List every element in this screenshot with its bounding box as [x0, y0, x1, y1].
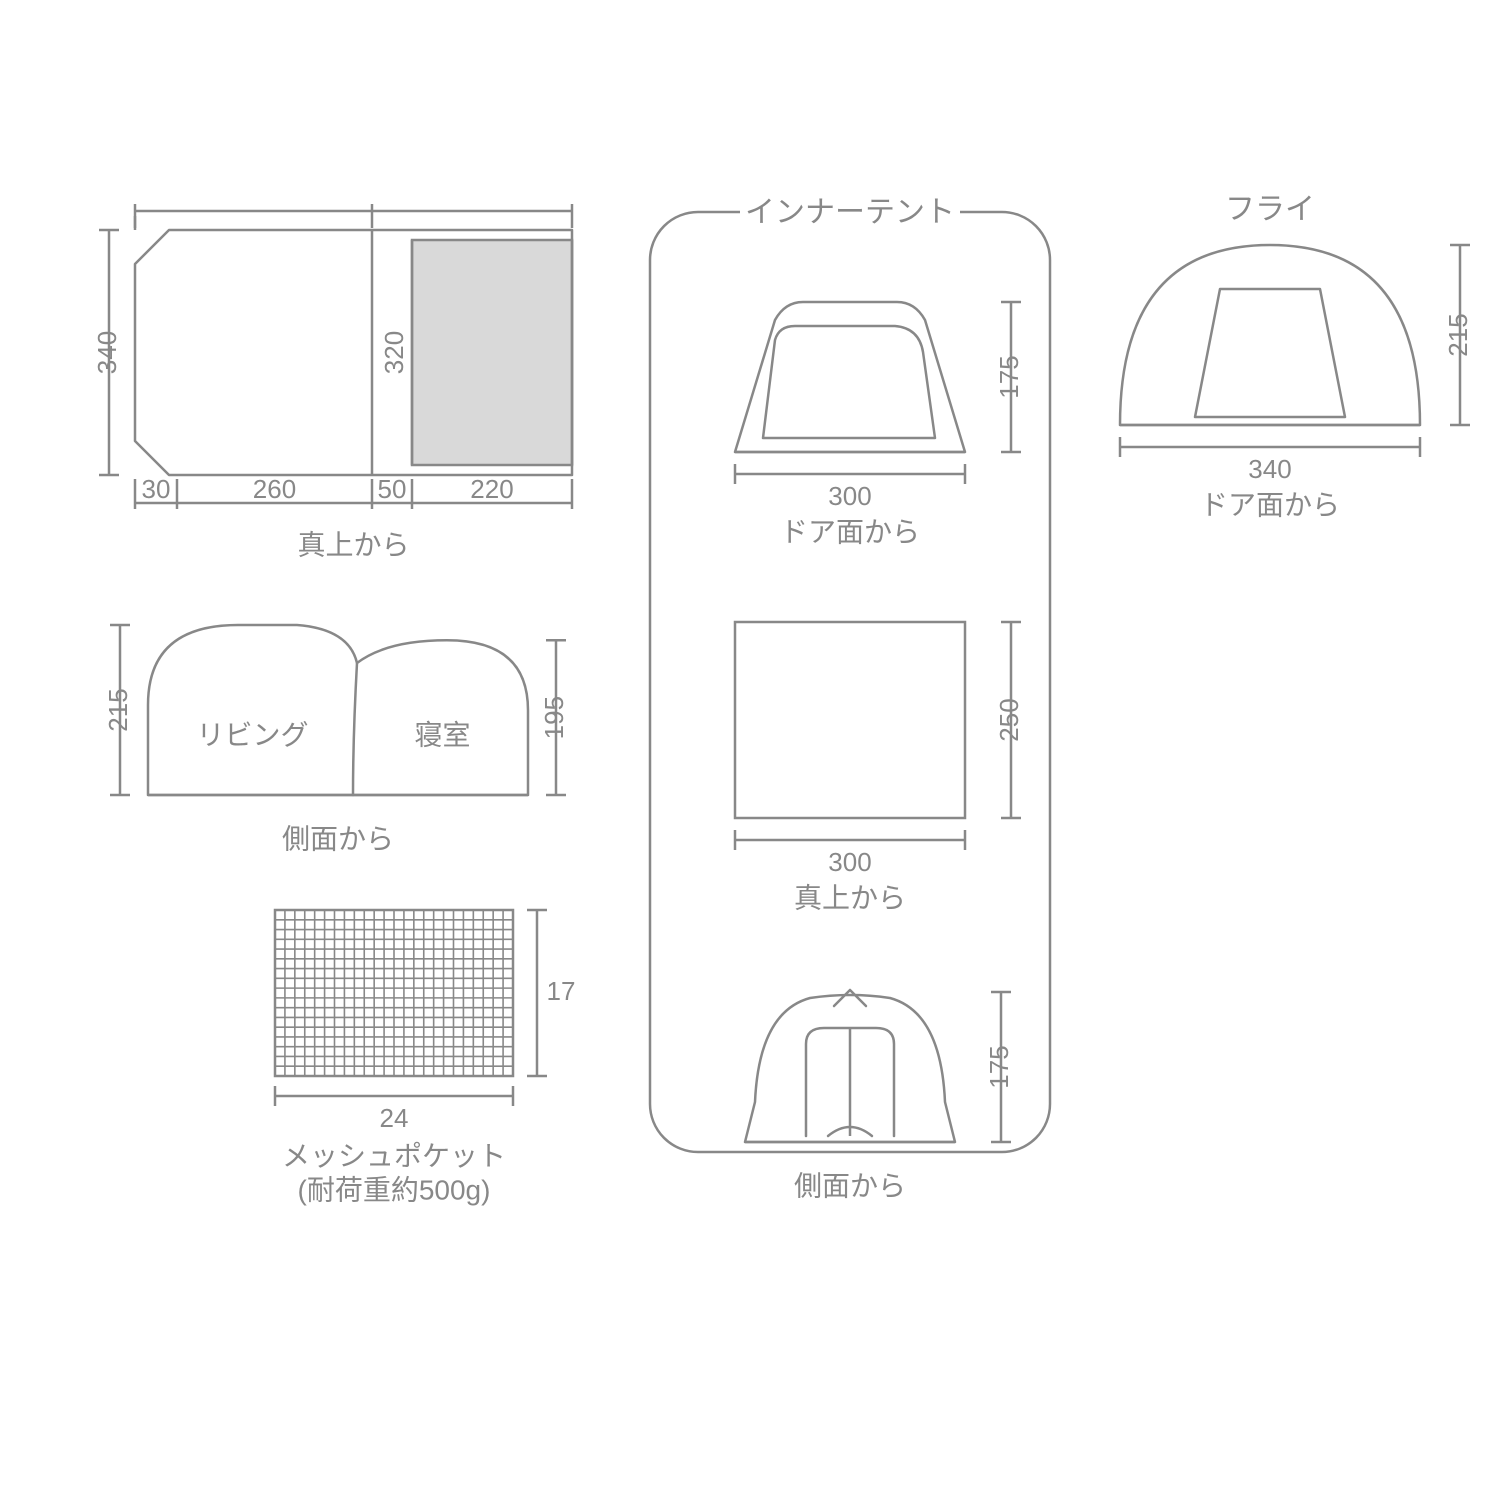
svg-text:260: 260 [253, 474, 296, 504]
svg-text:24: 24 [380, 1103, 409, 1133]
fly-title: フライ [1225, 193, 1315, 226]
svg-text:175: 175 [994, 355, 1024, 398]
svg-text:17: 17 [547, 976, 576, 1006]
inner-title: インナーテント [745, 196, 955, 229]
svg-text:320: 320 [379, 331, 409, 374]
svg-text:175: 175 [984, 1045, 1014, 1088]
inner-top-label: 真上から [794, 882, 906, 913]
inner-door-label: ドア面から [780, 516, 920, 547]
topview-label: 真上から [297, 529, 409, 560]
fly-label: ドア面から [1200, 489, 1340, 520]
svg-text:215: 215 [103, 688, 133, 731]
room-bedroom: 寝室 [414, 719, 470, 750]
mesh-sublabel: (耐荷重約500g) [298, 1174, 491, 1205]
svg-text:220: 220 [470, 474, 513, 504]
room-living: リビング [196, 719, 308, 750]
svg-text:30: 30 [142, 474, 171, 504]
diagram-canvas: 3403203026050220真上からリビング寝室215195側面から1724… [0, 0, 1500, 1500]
svg-text:50: 50 [378, 474, 407, 504]
sideview-label: 側面から [282, 823, 394, 854]
svg-text:340: 340 [1248, 454, 1291, 484]
svg-text:215: 215 [1443, 313, 1473, 356]
mesh-label: メッシュポケット [282, 1140, 506, 1171]
svg-text:250: 250 [994, 698, 1024, 741]
svg-text:340: 340 [92, 331, 122, 374]
inner-side-label: 側面から [794, 1170, 906, 1201]
svg-text:300: 300 [828, 481, 871, 511]
svg-text:195: 195 [539, 696, 569, 739]
svg-text:300: 300 [828, 847, 871, 877]
